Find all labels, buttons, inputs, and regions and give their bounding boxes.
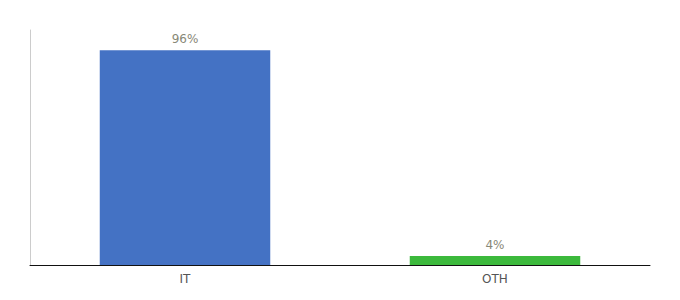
svg-text:IT: IT [180,272,192,286]
svg-text:96%: 96% [172,32,199,46]
svg-text:OTH: OTH [482,272,508,286]
svg-text:4%: 4% [485,238,504,252]
